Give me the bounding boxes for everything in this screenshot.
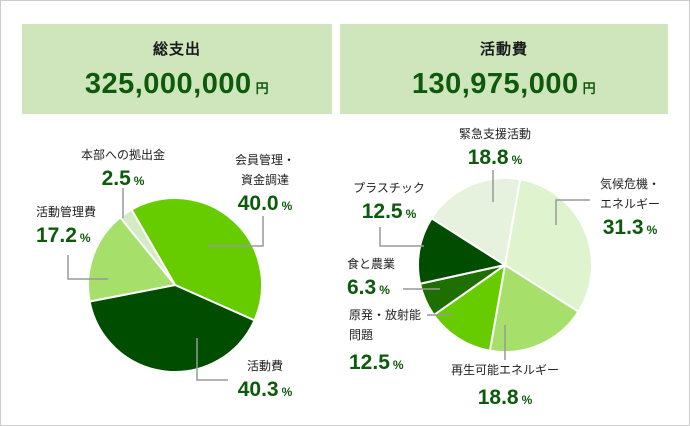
label-name: 気候危機・ bbox=[599, 177, 660, 191]
label-percent: 40.0% bbox=[237, 192, 293, 215]
pie-slice bbox=[118, 208, 176, 286]
amount-unit: 円 bbox=[582, 82, 597, 97]
label-name: 会員管理・ bbox=[234, 153, 295, 167]
label-name: 資金調達 bbox=[240, 173, 289, 187]
label-percent: 12.5% bbox=[361, 200, 417, 223]
total-expenditure-panel: 総支出 325,000,000 円 bbox=[22, 24, 332, 114]
panel-title: 総支出 bbox=[152, 40, 201, 58]
label-name: プラスチック bbox=[353, 181, 425, 195]
panel-title: 活動費 bbox=[479, 40, 528, 58]
label-percent: 31.3% bbox=[602, 216, 658, 239]
label-name: 問題 bbox=[349, 328, 374, 342]
label-emergency-relief: 緊急支援活動 18.8% bbox=[445, 124, 545, 174]
label-percent: 12.5% bbox=[349, 351, 404, 374]
pie-slice bbox=[432, 262, 507, 352]
label-percent: 17.2% bbox=[36, 224, 91, 247]
label-name: 活動管理費 bbox=[36, 205, 97, 219]
label-name: 緊急支援活動 bbox=[458, 127, 531, 141]
pie-slice bbox=[130, 197, 263, 322]
label-activity-cost: 活動費 40.3% bbox=[228, 356, 302, 406]
leader-line bbox=[379, 227, 424, 247]
label-plastic: プラスチック 12.5% bbox=[348, 178, 430, 228]
label-renewable-energy: 再生可能エネルギー 18.8% bbox=[440, 360, 570, 414]
label-membership-fundraising: 会員管理・ 資金調達 40.0% bbox=[222, 150, 308, 220]
panel-amount: 130,975,000 円 bbox=[340, 68, 668, 101]
panel-amount: 325,000,000 円 bbox=[22, 68, 332, 101]
pie-slice bbox=[88, 283, 256, 373]
label-name: 原発・放射能 bbox=[349, 308, 422, 322]
pie-slice bbox=[430, 177, 522, 267]
label-hq-contribution: 本部への拠出金 2.5% bbox=[80, 145, 166, 195]
label-climate-energy: 気候危機・ エネルギー 31.3% bbox=[590, 174, 670, 244]
label-percent: 18.8% bbox=[467, 146, 523, 169]
leader-lines bbox=[67, 170, 590, 381]
pie-chart-total-expenditure bbox=[87, 197, 263, 373]
pie-slice bbox=[87, 215, 177, 303]
label-percent: 6.3% bbox=[347, 276, 390, 299]
label-name: エネルギー bbox=[599, 197, 660, 211]
label-name: 再生可能エネルギー bbox=[450, 363, 559, 377]
leader-line bbox=[555, 199, 590, 225]
leader-line bbox=[208, 216, 264, 247]
label-name: 食と農業 bbox=[347, 257, 396, 271]
label-nuclear-radiation: 原発・放射能 問題 12.5% bbox=[349, 305, 421, 379]
label-percent: 2.5% bbox=[101, 167, 145, 190]
pie-slice bbox=[417, 216, 508, 285]
leader-line bbox=[67, 255, 108, 280]
label-percent: 40.3% bbox=[237, 378, 293, 401]
amount-unit: 円 bbox=[255, 82, 270, 97]
leader-line bbox=[196, 338, 228, 381]
activity-cost-panel: 活動費 130,975,000 円 bbox=[340, 24, 668, 114]
pie-slice bbox=[488, 263, 580, 353]
label-name: 活動費 bbox=[246, 359, 283, 373]
amount-value: 325,000,000 bbox=[84, 68, 252, 100]
label-percent: 18.8% bbox=[477, 386, 533, 409]
label-name: 本部への拠出金 bbox=[80, 148, 165, 162]
label-food-agriculture: 食と農業 6.3% bbox=[347, 254, 395, 304]
label-activity-management: 活動管理費 17.2% bbox=[36, 202, 96, 252]
amount-value: 130,975,000 bbox=[411, 68, 579, 100]
